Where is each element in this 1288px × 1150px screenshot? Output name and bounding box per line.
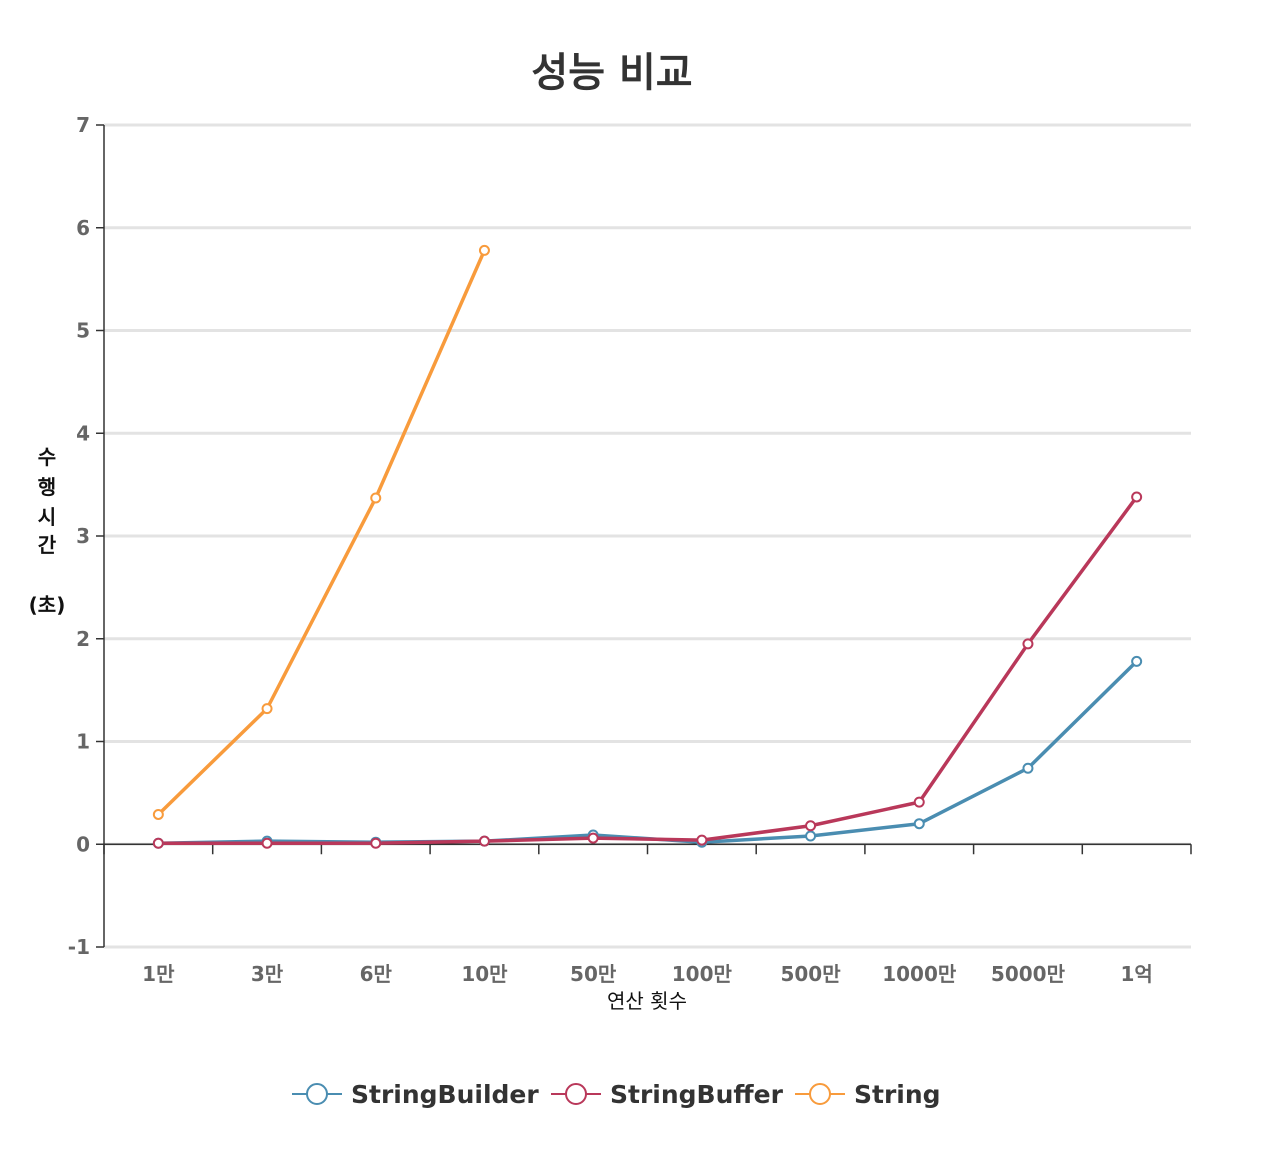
x-tick-label-5: 100만 (672, 962, 733, 986)
series-lines (157, 249, 1139, 845)
point-0-8 (1022, 762, 1034, 774)
x-tick-label-2: 6만 (360, 962, 393, 986)
legend: StringBuilder StringBuffer String (292, 1080, 941, 1109)
x-tick-label-3: 10만 (461, 962, 508, 986)
legend-marker-2 (809, 1083, 831, 1105)
series-line-0 (158, 660, 1138, 845)
point-1-3 (478, 835, 490, 847)
x-tick-label-8: 5000만 (991, 962, 1066, 986)
y-axis-title-char-2: 시 (38, 505, 56, 529)
point-1-4 (587, 832, 599, 844)
chart-title: 성능 비교 (531, 50, 692, 96)
point-1-9 (1131, 491, 1143, 503)
point-0-7 (913, 818, 925, 830)
y-tick-label-8: 7 (76, 113, 90, 137)
point-1-7 (913, 796, 925, 808)
x-tick-label-6: 500만 (780, 962, 841, 986)
y-tick-label-5: 4 (76, 421, 90, 445)
y-axis-title-char-3: 간 (38, 533, 57, 557)
point-0-9 (1131, 655, 1143, 667)
data-points (152, 244, 1143, 849)
point-2-2 (370, 492, 382, 504)
point-1-2 (370, 837, 382, 849)
y-tick-label-1: 0 (76, 832, 90, 856)
x-tick-label-7: 1000만 (882, 962, 957, 986)
series-line-1 (158, 495, 1139, 845)
x-tick-label-9: 1억 (1120, 962, 1152, 986)
series-line-2 (157, 249, 487, 816)
point-1-0 (152, 837, 164, 849)
y-axis-title-char-0: 수 (38, 445, 56, 469)
gridlines (104, 123, 1191, 949)
legend-marker-0 (306, 1083, 328, 1105)
y-axis-title-char-1: 행 (38, 475, 56, 499)
y-tick-label-2: 1 (76, 730, 90, 754)
x-tick-label-1: 3만 (251, 962, 284, 986)
point-2-0 (152, 808, 164, 820)
point-1-8 (1022, 638, 1034, 650)
legend-marker-1 (565, 1083, 587, 1105)
point-2-3 (478, 244, 490, 256)
axes: -1 0 1 2 3 4 5 6 7 1만 3만 6만 10만 50만 100만 500만 1000만 5000만… (68, 113, 1192, 986)
x-axis-title: 연산 횟수 (607, 989, 687, 1013)
point-1-6 (805, 820, 817, 832)
point-1-5 (696, 834, 708, 846)
point-0-6 (805, 830, 817, 842)
y-tick-label-6: 5 (76, 319, 90, 343)
point-2-1 (261, 703, 273, 715)
y-axis-title-char-5: (초) (29, 593, 66, 617)
x-tick-label-0: 1만 (142, 962, 175, 986)
legend-label-2: String (854, 1080, 941, 1109)
y-tick-label-0: -1 (68, 935, 90, 959)
y-tick-label-4: 3 (76, 524, 90, 548)
y-tick-label-3: 2 (76, 627, 90, 651)
y-tick-label-7: 6 (76, 216, 90, 240)
legend-label-0: StringBuilder (351, 1080, 539, 1109)
point-1-1 (261, 837, 273, 849)
legend-label-1: StringBuffer (610, 1080, 784, 1109)
x-tick-label-4: 50만 (570, 962, 617, 986)
